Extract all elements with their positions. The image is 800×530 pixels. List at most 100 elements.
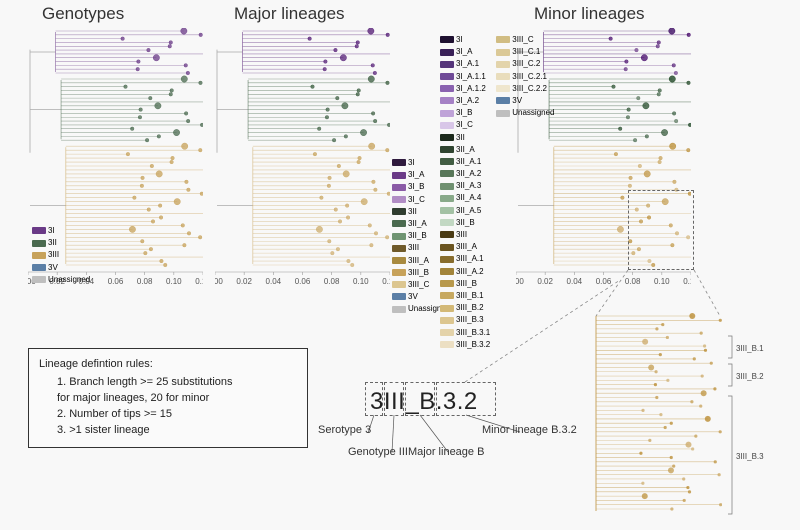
legend-swatch: [496, 36, 510, 43]
legend-swatch: [440, 268, 454, 275]
legend-item: 3III_B.2: [440, 302, 490, 313]
legend-item: 3III_C.2.1: [496, 71, 554, 82]
side-label-b1: 3III_B.1: [736, 344, 764, 353]
svg-text:0.12: 0.12: [683, 277, 691, 286]
legend-item: 3III_C.2.2: [496, 83, 554, 94]
legend-label: 3III_A: [408, 256, 429, 265]
legend-label: 3II_B: [456, 218, 475, 227]
legend-item: 3II_A.3: [440, 180, 490, 191]
legend-item: 3III_B.3: [440, 314, 490, 325]
rules-heading: Lineage defintion rules:: [39, 357, 297, 373]
legend-item: 3III_B.3.1: [440, 327, 490, 338]
legend-swatch: [392, 245, 406, 252]
legend-label: 3III_B: [408, 268, 429, 277]
legend-label: Unassigned: [512, 108, 554, 117]
legend-swatch: [496, 73, 510, 80]
legend-swatch: [496, 97, 510, 104]
legend-label: 3III: [48, 250, 59, 259]
svg-text:0.06: 0.06: [596, 277, 612, 286]
legend-swatch: [392, 172, 406, 179]
rules-line: for major lineages, 20 for minor: [57, 391, 297, 407]
legend-label: 3I: [456, 35, 463, 44]
legend-label: 3III_B.3.2: [456, 340, 490, 349]
panel-title-genotypes: Genotypes: [42, 4, 124, 24]
legend-swatch: [392, 257, 406, 264]
legend-label: 3III: [456, 230, 467, 239]
legend-item: 3II_A: [440, 144, 490, 155]
legend-label: 3III: [408, 243, 419, 252]
legend-swatch: [440, 244, 454, 251]
side-label-b3: 3III_B.3: [736, 452, 764, 461]
legend-swatch: [496, 61, 510, 68]
rules-line: 2. Number of tips >= 15: [57, 407, 297, 423]
panel-title-minor: Minor lineages: [534, 4, 645, 24]
legend-swatch: [440, 195, 454, 202]
legend-label: 3V: [48, 263, 58, 272]
legend-swatch: [32, 240, 46, 247]
legend-swatch: [440, 36, 454, 43]
legend-swatch: [392, 220, 406, 227]
legend-minor: 3I3I_A3I_A.13I_A.1.13I_A.1.23I_A.23I_B3I…: [440, 34, 555, 351]
legend-swatch: [440, 122, 454, 129]
legend-label: 3I: [48, 226, 55, 235]
legend-item: 3V: [32, 262, 90, 273]
legend-item: 3III_B: [440, 278, 490, 289]
legend-swatch: [32, 264, 46, 271]
legend-label: 3I_C: [408, 195, 425, 204]
legend-label: 3I_A.2: [456, 96, 479, 105]
legend-swatch: [440, 110, 454, 117]
svg-text:0.08: 0.08: [137, 277, 153, 286]
legend-swatch: [392, 159, 406, 166]
legend-item: 3II: [440, 132, 490, 143]
legend-label: 3V: [408, 292, 418, 301]
legend-swatch: [440, 305, 454, 312]
legend-swatch: [392, 269, 406, 276]
legend-item: 3III_C.1: [496, 46, 554, 57]
legend-swatch: [392, 306, 406, 313]
legend-swatch: [440, 134, 454, 141]
legend-item: 3II_A.2: [440, 168, 490, 179]
label-segment-box: [436, 382, 496, 416]
svg-text:0.10: 0.10: [166, 277, 182, 286]
legend-label: 3I_A.1: [456, 59, 479, 68]
legend-item: 3III_A.2: [440, 266, 490, 277]
legend-swatch: [440, 329, 454, 336]
legend-item: 3II_B: [440, 217, 490, 228]
legend-swatch: [392, 233, 406, 240]
legend-label: Unassigned: [48, 275, 90, 284]
legend-swatch: [496, 85, 510, 92]
legend-label: 3V: [512, 96, 522, 105]
legend-swatch: [496, 49, 510, 56]
legend-swatch: [440, 207, 454, 214]
legend-label: 3I_A.1.2: [456, 84, 486, 93]
legend-item: 3I_C: [440, 119, 490, 130]
legend-item: 3II_A.5: [440, 205, 490, 216]
legend-label: 3III_B.3.1: [456, 328, 490, 337]
legend-item: 3II_A.1: [440, 156, 490, 167]
legend-label: 3III_B: [456, 279, 477, 288]
legend-label: 3II_A.2: [456, 169, 481, 178]
legend-label: 3III_C.2.2: [512, 84, 547, 93]
legend-swatch: [496, 110, 510, 117]
svg-text:0.04: 0.04: [567, 277, 583, 286]
svg-text:0.08: 0.08: [625, 277, 641, 286]
legend-label: 3III_A: [456, 242, 477, 251]
legend-label: 3II_A.5: [456, 206, 481, 215]
svg-text:0.00: 0.00: [215, 277, 223, 286]
svg-text:0.04: 0.04: [266, 277, 282, 286]
legend-label: 3I_A.1.1: [456, 72, 486, 81]
annotation-genotype: Genotype III: [348, 446, 408, 458]
legend-swatch: [440, 256, 454, 263]
label-segment-box: [405, 382, 435, 416]
rules-line: 3. >1 sister lineage: [57, 423, 297, 439]
legend-swatch: [392, 293, 406, 300]
legend-item: 3I: [32, 225, 90, 236]
legend-item: 3III_C.2: [496, 58, 554, 69]
label-segment-box: [365, 382, 383, 416]
legend-swatch: [32, 276, 46, 283]
legend-swatch: [440, 158, 454, 165]
legend-label: 3II_A: [408, 219, 427, 228]
legend-swatch: [392, 196, 406, 203]
legend-item: 3III_A: [440, 241, 490, 252]
legend-item: 3I_A.1.1: [440, 71, 490, 82]
